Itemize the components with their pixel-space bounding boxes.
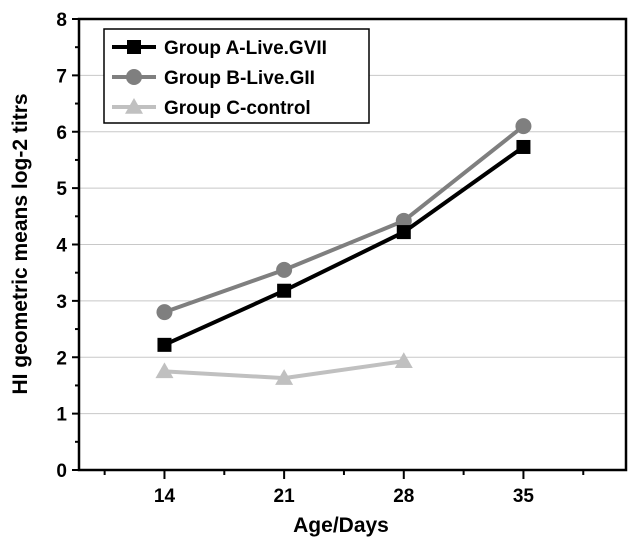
series-line-2 — [163, 124, 525, 315]
y-tick-label: 2 — [56, 348, 67, 369]
y-tick-label: 3 — [56, 292, 67, 313]
x-axis-title: Age/Days — [293, 514, 389, 537]
y-tick-label: 7 — [56, 66, 67, 87]
series — [155, 118, 532, 385]
y-tick-label: 0 — [56, 461, 67, 482]
plot-frame — [77, 17, 628, 472]
legend: Group A-Live.GVII Group B-Live.GII Group C… — [103, 28, 370, 124]
x-tick-label: 28 — [393, 486, 414, 507]
y-tick-label: 6 — [56, 123, 67, 144]
data-point-series-1 — [277, 283, 292, 298]
data-point-series-3 — [275, 369, 294, 385]
legend-label-1: Group A-Live.GVII — [164, 38, 327, 59]
legend-marker-2 — [126, 69, 142, 85]
y-tick-label: 5 — [56, 179, 67, 200]
legend-label-2: Group B-Live.GII — [164, 68, 315, 89]
data-point-series-1 — [396, 225, 411, 240]
y-tick-label: 8 — [56, 10, 67, 31]
y-tick-label: 4 — [56, 236, 67, 257]
legend-marker-3 — [125, 98, 143, 114]
data-point-series-3 — [394, 352, 413, 368]
y-axis-title: HI geometric means log-2 titrs — [9, 93, 32, 394]
series-line-1 — [163, 145, 525, 347]
legend-marker-1 — [127, 40, 141, 54]
y-tick-label: 1 — [56, 405, 67, 426]
data-point-series-1 — [157, 337, 172, 352]
x-tick-label: 35 — [513, 486, 535, 507]
axes: 0 1 2 3 4 5 6 7 8 14 21 28 35 — [56, 10, 628, 507]
data-point-series-2 — [515, 118, 532, 135]
data-point-series-3 — [155, 362, 174, 379]
data-point-series-1 — [516, 139, 531, 154]
data-point-series-2 — [395, 212, 412, 229]
x-tick-label: 21 — [274, 486, 296, 507]
data-point-series-2 — [276, 261, 293, 278]
legend-label-3: Group C-control — [164, 98, 311, 119]
gridlines — [79, 74, 626, 415]
x-tick-label: 14 — [154, 486, 176, 507]
data-point-series-2 — [156, 304, 173, 321]
